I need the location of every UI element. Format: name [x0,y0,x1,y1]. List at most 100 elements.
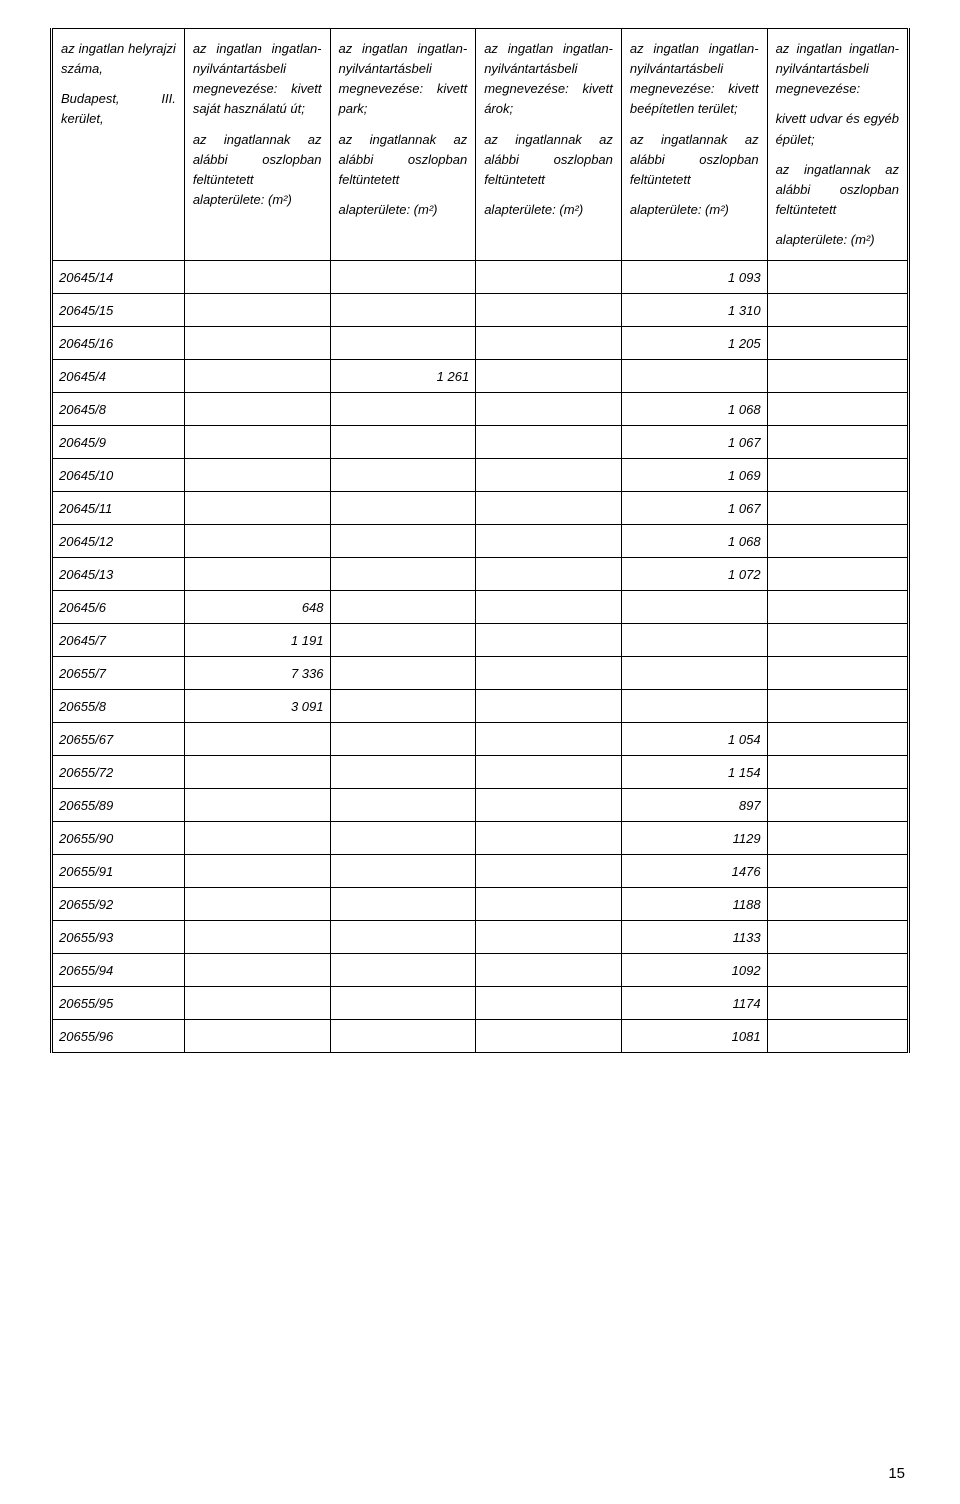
table-row: 20645/11 1 067 [52,492,909,525]
cell-value: 648 [184,591,330,624]
cell-value [767,657,908,690]
cell-value [476,855,622,888]
cell-value [767,261,908,294]
cell-value [330,789,476,822]
cell-value [476,459,622,492]
cell-value [184,393,330,426]
table-row: 20645/131 072 [52,558,909,591]
cell-id: 20645/10 [52,459,185,492]
cell-value [767,723,908,756]
cell-value [184,855,330,888]
cell-value [767,822,908,855]
table-row: 20645/121 068 [52,525,909,558]
cell-value: 1 205 [621,327,767,360]
header-text: az ingatlannak az alábbi oszlopban feltü… [339,130,468,190]
document-page: az ingatlan helyrajzi száma, Budapest, I… [0,0,960,1504]
cell-value [476,591,622,624]
table-row: 20655/89897 [52,789,909,822]
header-text: az ingatlannak az alábbi oszlopban feltü… [776,160,899,220]
cell-id: 20655/92 [52,888,185,921]
cell-id: 20655/96 [52,1020,185,1053]
cell-value [767,690,908,723]
table-row: 20645/71 191 [52,624,909,657]
cell-value [476,261,622,294]
cell-id: 20655/90 [52,822,185,855]
table-row: 20645/91 067 [52,426,909,459]
header-text: az ingatlannak az alábbi oszlopban feltü… [484,130,613,190]
cell-value: 1 191 [184,624,330,657]
cell-value [330,525,476,558]
cell-value [767,624,908,657]
cell-value: 1081 [621,1020,767,1053]
cell-value [767,756,908,789]
cell-value [330,558,476,591]
header-text: alapterülete: (m²) [484,200,613,220]
cell-id: 20655/8 [52,690,185,723]
cell-value [476,822,622,855]
cell-value [184,360,330,393]
cell-value [767,591,908,624]
cell-value [476,723,622,756]
cell-value [767,525,908,558]
table-row: 20645/10 1 069 [52,459,909,492]
table-row: 20645/81 068 [52,393,909,426]
cell-value [330,657,476,690]
cell-value [767,426,908,459]
cell-id: 20655/89 [52,789,185,822]
header-text: az ingatlan ingatlan-nyilvántartásbeli m… [339,39,468,120]
cell-id: 20645/15 [52,294,185,327]
cell-value [184,822,330,855]
cell-value: 1129 [621,822,767,855]
cell-value [330,756,476,789]
cell-id: 20645/16 [52,327,185,360]
header-text: alapterülete: (m²) [630,200,759,220]
cell-value [621,591,767,624]
cell-value [767,987,908,1020]
cell-value [330,921,476,954]
cell-value: 1188 [621,888,767,921]
cell-id: 20655/7 [52,657,185,690]
cell-value [767,558,908,591]
cell-value [476,657,622,690]
cell-value [330,492,476,525]
cell-value [184,954,330,987]
cell-value [184,756,330,789]
header-text: az ingatlan ingatlan-nyilvántartásbeli m… [484,39,613,120]
cell-id: 20645/8 [52,393,185,426]
table-row: 20655/931133 [52,921,909,954]
cell-value [330,624,476,657]
cell-value [476,294,622,327]
cell-id: 20645/7 [52,624,185,657]
cell-value: 1 261 [330,360,476,393]
cell-value: 1476 [621,855,767,888]
cell-value [330,459,476,492]
cell-value [476,1020,622,1053]
table-row: 20645/6648 [52,591,909,624]
cell-value: 1092 [621,954,767,987]
table-row: 20645/16 1 205 [52,327,909,360]
cell-value: 1 067 [621,492,767,525]
cell-id: 20645/13 [52,558,185,591]
header-text: az ingatlan ingatlan-nyilvántartásbeli m… [776,39,899,99]
cell-id: 20655/95 [52,987,185,1020]
cell-value [476,888,622,921]
cell-id: 20645/12 [52,525,185,558]
table-row: 20645/141 093 [52,261,909,294]
cell-id: 20655/91 [52,855,185,888]
cell-value [184,723,330,756]
page-number: 15 [888,1465,905,1482]
cell-value [476,426,622,459]
cell-value [330,393,476,426]
cell-id: 20655/72 [52,756,185,789]
cell-value [184,426,330,459]
header-text: az ingatlannak az alábbi oszlopban feltü… [193,130,322,211]
cell-value: 1133 [621,921,767,954]
cell-value: 7 336 [184,657,330,690]
cell-value [767,888,908,921]
cell-value: 1 069 [621,459,767,492]
cell-id: 20645/11 [52,492,185,525]
cell-value [184,261,330,294]
cell-value [476,690,622,723]
cell-value [330,888,476,921]
cell-value [330,294,476,327]
